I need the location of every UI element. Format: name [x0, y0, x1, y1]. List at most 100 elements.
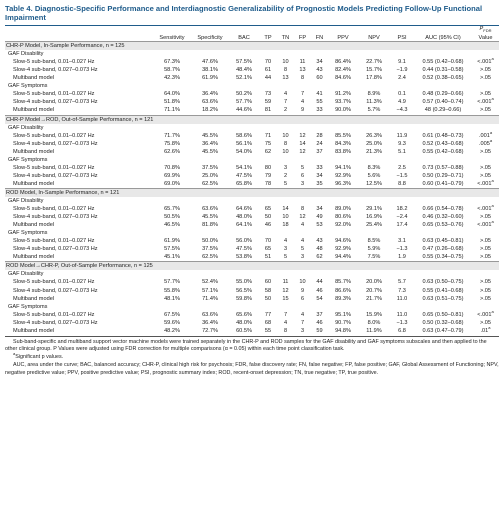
data-cell: 0.65 (0.50–0.81)	[422, 311, 464, 318]
data-cell: 0.63 (0.50–0.75)	[422, 279, 464, 286]
p-value: <.001	[477, 99, 492, 106]
p-value: >.05	[479, 67, 492, 74]
data-row: Slow-4 sub-band, 0.027–0.073 Hz 59.6% 36.4…	[5, 319, 499, 327]
header-cell: PFDR Value	[472, 26, 499, 42]
data-cell: 45.1%	[164, 254, 180, 261]
section-row: ROD Model→CHR-P, Out-of-Sample Performan…	[5, 261, 499, 271]
data-cell: 12.5%	[366, 180, 382, 187]
data-cell: 93.7%	[335, 99, 351, 106]
p-value: >.05	[479, 214, 492, 221]
data-cell: −2.4	[396, 214, 408, 221]
data-cell: 46.5%	[164, 222, 180, 229]
data-cell: 5	[283, 254, 288, 261]
p-value: >.05	[479, 75, 492, 82]
data-cell: 0.52 (0.43–0.68)	[422, 140, 464, 147]
data-cell: 94.4%	[335, 254, 351, 261]
data-cell: −1.3	[396, 319, 408, 326]
data-cell: 48	[316, 246, 323, 253]
header-cell: PPV	[337, 34, 349, 41]
data-cell: 6	[300, 172, 305, 179]
header-cell: BAC	[238, 34, 250, 41]
data-cell: 10	[282, 132, 289, 139]
data-cell: 90.0%	[335, 107, 351, 114]
data-cell: 47.5%	[236, 172, 252, 179]
header-cell: TP	[264, 34, 272, 41]
data-cell: 96.3%	[335, 180, 351, 187]
data-cell: 78	[264, 180, 272, 187]
data-cell: 59.8%	[236, 295, 252, 302]
data-cell: 58.6%	[236, 132, 252, 139]
p-value: >.05	[479, 164, 492, 171]
data-cell: 0.55 (0.42–0.68)	[422, 148, 464, 155]
data-row: Slow-4 sub-band, 0.027–0.073 Hz 75.8% 36.4…	[5, 140, 499, 148]
data-cell: 38.1%	[202, 67, 218, 74]
data-cell: 94.1%	[335, 164, 351, 171]
data-cell: 36.4%	[202, 319, 218, 326]
data-cell: 72.7%	[202, 327, 218, 334]
data-cell: 34	[316, 206, 323, 213]
data-cell: 36.4%	[202, 91, 218, 98]
data-cell: 56.5%	[236, 287, 252, 294]
data-cell: 65	[264, 206, 272, 213]
data-cell: 8	[283, 67, 288, 74]
data-cell: 8.8	[398, 180, 406, 187]
group-title: GAF Symptoms	[8, 156, 48, 163]
data-cell: 2	[283, 107, 288, 114]
data-cell: 25.0%	[366, 140, 382, 147]
data-row: Multiband model 46.5% 81.8% 64.1% 46 18 4 53 92.…	[5, 221, 499, 229]
data-cell: 34	[316, 172, 323, 179]
data-cell: 0.55 (0.41–0.68)	[422, 287, 464, 294]
row-label: Slow-5 sub-band, 0.01–0.027 Hz	[13, 59, 95, 66]
data-cell: 80.6%	[335, 214, 351, 221]
data-cell: 0.44 (0.31–0.58)	[422, 67, 464, 74]
data-cell: 59	[264, 99, 272, 106]
data-cell: 11	[282, 279, 289, 286]
p-value-cell: >.05	[472, 237, 499, 245]
data-cell: 62	[316, 254, 323, 261]
group-row: GAF Symptoms	[5, 156, 499, 164]
data-cell: 3	[283, 246, 288, 253]
data-cell: 5.1	[398, 148, 406, 155]
data-cell: 3	[300, 327, 305, 334]
data-cell: 70.8%	[164, 164, 180, 171]
p-value-cell: <.001a	[472, 58, 499, 66]
data-cell: 59.6%	[164, 319, 180, 326]
data-cell: 34	[316, 59, 323, 66]
data-cell: 44	[316, 279, 323, 286]
group-title: GAF Disability	[8, 51, 44, 58]
data-cell: 29.1%	[366, 206, 382, 213]
data-cell: 79	[264, 172, 272, 179]
data-cell: 56.0%	[236, 238, 252, 245]
data-cell: 44	[264, 75, 272, 82]
data-cell: 61	[264, 67, 272, 74]
data-cell: 55.0%	[236, 279, 252, 286]
data-cell: 14	[299, 140, 306, 147]
data-cell: 0.73 (0.57–0.88)	[422, 164, 464, 171]
data-cell: 57.1%	[202, 287, 218, 294]
data-cell: 33	[316, 164, 323, 171]
p-value: .005	[478, 140, 490, 147]
data-cell: 53.8%	[236, 254, 252, 261]
data-cell: 8.0%	[367, 319, 381, 326]
header-cell: FP	[298, 34, 307, 41]
footnote: Sub-band-specific and multiband support …	[5, 338, 487, 352]
row-label: Multiband model	[13, 254, 55, 261]
data-cell: 4	[300, 99, 305, 106]
table-figure: Table 4. Diagnostic-Specific Performance…	[5, 4, 499, 376]
data-cell: 61.9%	[202, 75, 218, 82]
footnote-text: Significant p values.	[15, 354, 64, 361]
data-cell: 4	[283, 91, 288, 98]
data-cell: 6	[300, 295, 305, 302]
data-cell: 62	[264, 148, 272, 155]
data-cell: 10	[282, 214, 289, 221]
footnote-mark: a	[491, 98, 494, 102]
data-cell: 81.8%	[202, 222, 218, 229]
header-row: Sensitivity Specificity BAC TP TN FP FN PPV NPV P…	[5, 25, 499, 42]
row-label: Multiband model	[13, 222, 55, 229]
data-cell: 0.50 (0.29–0.71)	[422, 172, 464, 179]
row-label: Slow-5 sub-band, 0.01–0.027 Hz	[13, 311, 95, 318]
data-cell: 2.4	[398, 75, 406, 82]
data-cell: 9	[300, 287, 305, 294]
data-cell: 44.6%	[236, 107, 252, 114]
data-cell: 26.3%	[366, 132, 382, 139]
